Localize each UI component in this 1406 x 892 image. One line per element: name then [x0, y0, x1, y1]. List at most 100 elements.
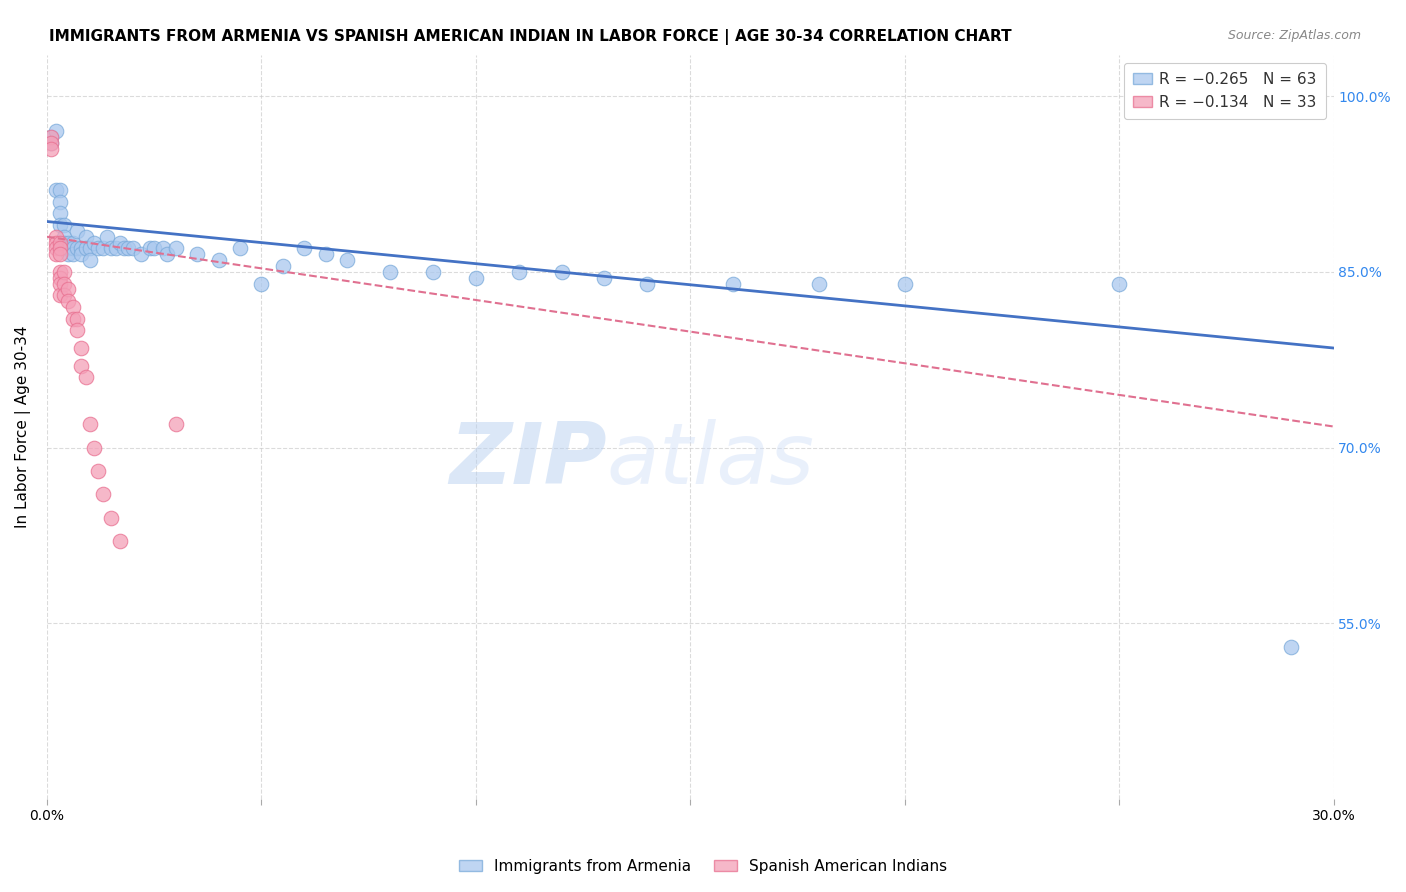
Point: [49, 218, 72, 232]
Point: [271, 259, 294, 273]
Y-axis label: In Labor Force | Age 30-34: In Labor Force | Age 30-34: [15, 326, 31, 528]
Point: [53, 229, 76, 244]
Point: [75, 370, 97, 384]
Point: [39, 136, 62, 150]
Point: [593, 270, 616, 285]
Point: [104, 242, 127, 256]
Point: [39, 130, 62, 145]
Point: [250, 277, 273, 291]
Point: [108, 235, 131, 250]
Point: [1108, 277, 1130, 291]
Point: [53, 277, 76, 291]
Point: [58, 282, 80, 296]
Point: [75, 242, 97, 256]
Point: [66, 224, 89, 238]
Point: [96, 229, 118, 244]
Point: [58, 235, 80, 250]
Point: [45, 242, 67, 256]
Point: [87, 464, 110, 478]
Point: [83, 441, 105, 455]
Point: [229, 242, 252, 256]
Point: [39, 142, 62, 156]
Point: [58, 294, 80, 309]
Point: [1279, 640, 1302, 654]
Point: [207, 253, 229, 268]
Point: [636, 277, 658, 291]
Point: [53, 242, 76, 256]
Point: [100, 511, 122, 525]
Point: [152, 242, 174, 256]
Point: [49, 247, 72, 261]
Point: [807, 277, 830, 291]
Point: [83, 235, 105, 250]
Point: [49, 270, 72, 285]
Point: [62, 247, 84, 261]
Point: [79, 242, 101, 256]
Point: [49, 183, 72, 197]
Text: Source: ZipAtlas.com: Source: ZipAtlas.com: [1227, 29, 1361, 42]
Point: [112, 242, 135, 256]
Point: [143, 242, 166, 256]
Point: [121, 242, 143, 256]
Point: [70, 242, 93, 256]
Point: [117, 242, 139, 256]
Point: [70, 341, 93, 355]
Point: [315, 247, 337, 261]
Point: [186, 247, 208, 261]
Point: [893, 277, 915, 291]
Point: [53, 235, 76, 250]
Point: [49, 235, 72, 250]
Legend: R = −0.265   N = 63, R = −0.134   N = 33: R = −0.265 N = 63, R = −0.134 N = 33: [1125, 62, 1326, 119]
Point: [70, 359, 93, 373]
Point: [108, 534, 131, 549]
Point: [58, 242, 80, 256]
Point: [66, 323, 89, 337]
Point: [62, 242, 84, 256]
Point: [62, 235, 84, 250]
Point: [79, 417, 101, 432]
Point: [39, 130, 62, 145]
Point: [422, 265, 444, 279]
Point: [49, 288, 72, 302]
Point: [66, 242, 89, 256]
Point: [53, 218, 76, 232]
Legend: Immigrants from Armenia, Spanish American Indians: Immigrants from Armenia, Spanish America…: [453, 853, 953, 880]
Point: [131, 247, 153, 261]
Point: [79, 253, 101, 268]
Point: [336, 253, 359, 268]
Point: [139, 242, 162, 256]
Text: IMMIGRANTS FROM ARMENIA VS SPANISH AMERICAN INDIAN IN LABOR FORCE | AGE 30-34 CO: IMMIGRANTS FROM ARMENIA VS SPANISH AMERI…: [49, 29, 1012, 45]
Point: [70, 247, 93, 261]
Point: [62, 311, 84, 326]
Point: [165, 417, 187, 432]
Point: [75, 229, 97, 244]
Point: [45, 235, 67, 250]
Point: [45, 229, 67, 244]
Point: [49, 277, 72, 291]
Point: [91, 242, 114, 256]
Point: [378, 265, 401, 279]
Point: [508, 265, 530, 279]
Point: [49, 206, 72, 220]
Point: [58, 242, 80, 256]
Point: [49, 265, 72, 279]
Point: [49, 194, 72, 209]
Point: [87, 242, 110, 256]
Point: [165, 242, 187, 256]
Point: [721, 277, 744, 291]
Point: [100, 242, 122, 256]
Point: [62, 300, 84, 314]
Point: [91, 487, 114, 501]
Point: [45, 247, 67, 261]
Text: ZIP: ZIP: [449, 419, 606, 502]
Point: [53, 265, 76, 279]
Point: [45, 183, 67, 197]
Point: [53, 288, 76, 302]
Point: [45, 124, 67, 138]
Point: [58, 247, 80, 261]
Point: [39, 136, 62, 150]
Text: atlas: atlas: [606, 419, 814, 502]
Point: [66, 311, 89, 326]
Point: [292, 242, 315, 256]
Point: [464, 270, 486, 285]
